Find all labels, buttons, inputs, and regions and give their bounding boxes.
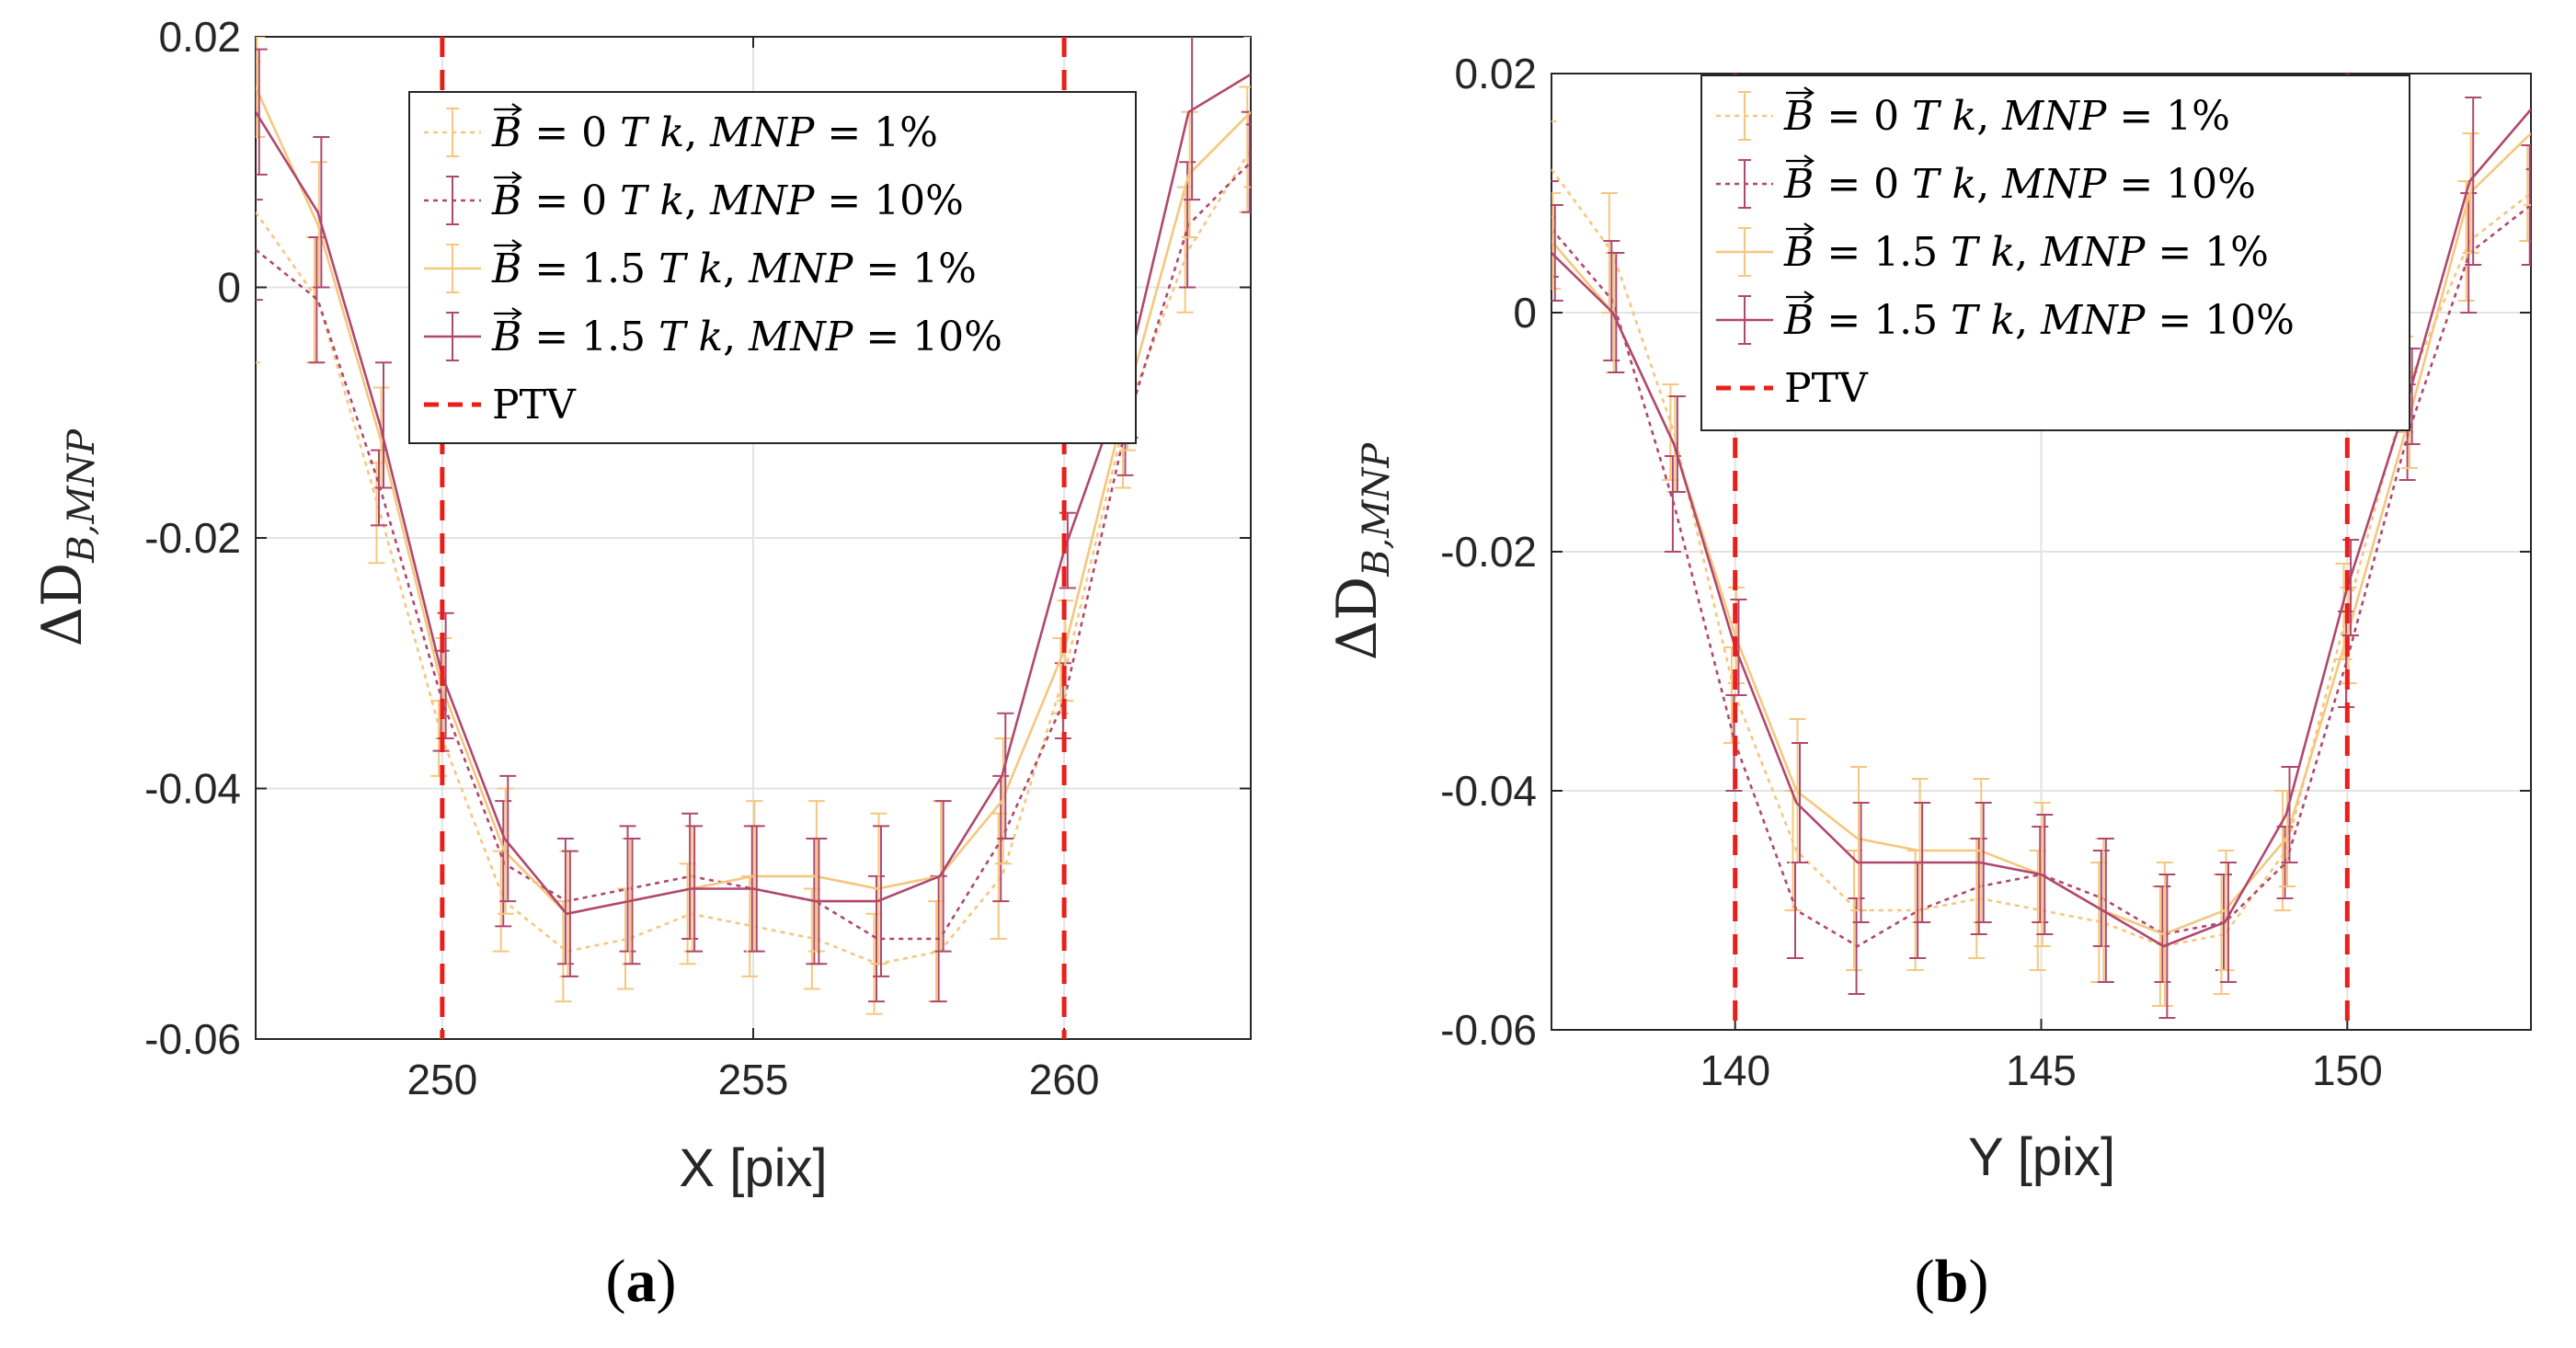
legend-label: B = 0 T k, MNP = 1% (1783, 93, 2230, 140)
legend-label: B = 1.5 T k, MNP = 1% (491, 246, 977, 292)
y-axis-label: ΔDB,MNP (1325, 442, 1398, 661)
vector-arrow-head-icon (1803, 223, 1815, 235)
y-axis-label: ΔDB,MNP (30, 428, 103, 647)
legend-box (408, 91, 1137, 444)
series-line (1551, 203, 2531, 948)
legend-label: B = 0 T k, MNP = 10% (491, 177, 964, 224)
panel-a: 250 255 260 0.02 0 -0.02 -0.04 -0.06 B = 0 T k, … (30, 13, 1252, 1315)
vector-arrow-head-icon (511, 239, 522, 252)
y-tick-label: 0 (1513, 289, 1537, 337)
series-line (256, 86, 1251, 916)
series-line (256, 148, 1251, 965)
y-tick-label: -0.02 (144, 514, 241, 562)
y-tick-label: 0.02 (158, 13, 241, 61)
y-tick-label: -0.02 (1440, 528, 1537, 576)
y-tick-label: 0.02 (1454, 50, 1537, 97)
legend: B = 0 T k, MNP = 1% B = 0 T k, MNP = 10% B… (408, 91, 1137, 444)
legend-label: B = 1.5 T k, MNP = 1% (1783, 229, 2269, 276)
y-tick-label: 0 (217, 264, 241, 312)
series-line (1551, 168, 2531, 948)
y-tick-label: -0.06 (144, 1015, 241, 1063)
legend-label: PTV (1784, 365, 1869, 412)
legend-label: PTV (492, 382, 577, 428)
vector-arrow-head-icon (511, 171, 522, 184)
x-tick-label: 255 (718, 1056, 789, 1103)
x-tick-label: 145 (2006, 1046, 2077, 1094)
vector-arrow-head-icon (511, 103, 522, 116)
vector-arrow-head-icon (1803, 154, 1815, 167)
legend-label: B = 0 T k, MNP = 10% (1783, 161, 2256, 208)
x-axis-label: Y [pix] (1968, 1127, 2115, 1187)
x-axis-label: X [pix] (679, 1138, 827, 1198)
panel-caption: (b) (1915, 1248, 1989, 1315)
series-line (1551, 109, 2531, 948)
y-tick-label: -0.04 (144, 765, 241, 813)
y-tick-label: -0.06 (1440, 1006, 1537, 1054)
y-tick-label: -0.04 (1440, 767, 1537, 815)
panel-b: 140 145 150 0.02 0 -0.02 -0.04 -0.06 B = 0 T k, … (1325, 50, 2532, 1315)
x-tick-label: 140 (1700, 1046, 1770, 1094)
x-tick-label: 150 (2312, 1046, 2383, 1094)
vector-arrow-head-icon (1803, 291, 1815, 303)
series-line (256, 73, 1251, 916)
legend-label: B = 1.5 T k, MNP = 10% (1783, 297, 2295, 344)
x-tick-label: 260 (1029, 1056, 1100, 1103)
data-layer (256, 37, 1251, 1015)
legend: B = 0 T k, MNP = 1% B = 0 T k, MNP = 10% B… (1700, 74, 2410, 431)
legend-label: B = 0 T k, MNP = 1% (491, 109, 938, 156)
vector-arrow-head-icon (511, 307, 522, 320)
legend-label: B = 1.5 T k, MNP = 10% (491, 314, 1002, 360)
legend-box (1700, 74, 2410, 431)
panel-caption: (a) (606, 1248, 677, 1315)
vector-arrow-head-icon (1803, 86, 1815, 99)
x-tick-label: 250 (407, 1056, 478, 1103)
series-line (256, 161, 1251, 941)
